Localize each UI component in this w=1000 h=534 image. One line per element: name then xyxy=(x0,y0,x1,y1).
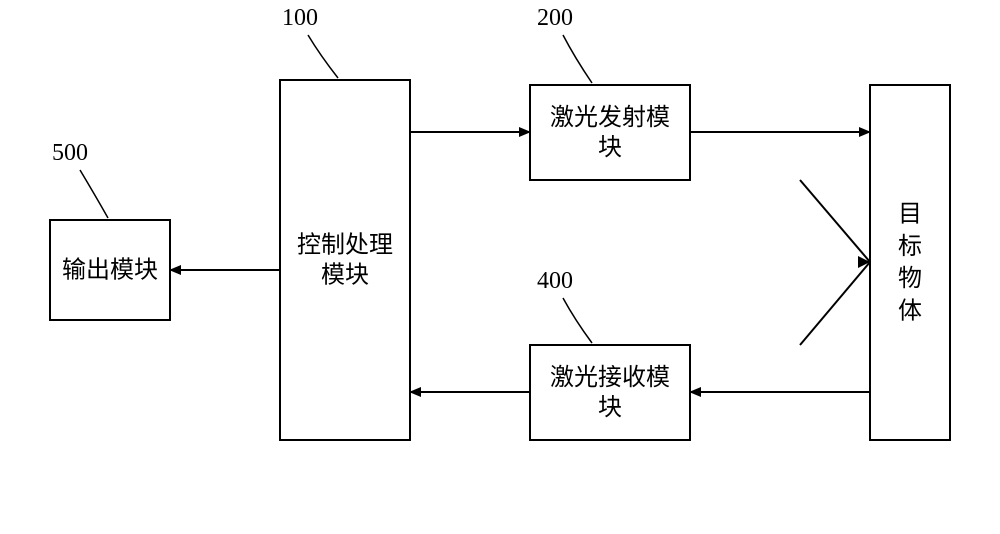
block-diagram: 输出模块控制处理模块激光发射模块激光接收模块目标物体 500100200400 xyxy=(0,0,1000,534)
node-label: 激光接收模 xyxy=(550,364,670,391)
node-receive: 激光接收模块 xyxy=(530,345,690,440)
node-label: 控制处理 xyxy=(297,232,393,259)
node-emit: 激光发射模块 xyxy=(530,85,690,180)
converge-line-0 xyxy=(800,180,870,262)
node-label: 输出模块 xyxy=(62,257,158,284)
leader-receive xyxy=(563,298,592,343)
converge-arrowhead xyxy=(858,256,870,268)
node-control: 控制处理模块 xyxy=(280,80,410,440)
node-label: 块 xyxy=(598,134,622,161)
ref-label-emit: 200 xyxy=(537,5,573,31)
converge-line-1 xyxy=(800,262,870,345)
node-label: 目 xyxy=(898,201,922,227)
node-output: 输出模块 xyxy=(50,220,170,320)
node-target: 目标物体 xyxy=(870,85,950,440)
leader-emit xyxy=(563,35,592,83)
leader-output xyxy=(80,170,108,218)
node-label: 物 xyxy=(898,265,922,292)
node-label: 激光发射模 xyxy=(550,104,670,131)
ref-label-receive: 400 xyxy=(537,268,573,294)
ref-label-control: 100 xyxy=(282,5,318,31)
node-label: 模块 xyxy=(321,262,369,289)
node-label: 块 xyxy=(598,394,622,421)
leader-control xyxy=(308,35,338,78)
node-label: 标 xyxy=(898,233,922,260)
node-label: 体 xyxy=(898,298,922,325)
ref-label-output: 500 xyxy=(52,140,88,166)
